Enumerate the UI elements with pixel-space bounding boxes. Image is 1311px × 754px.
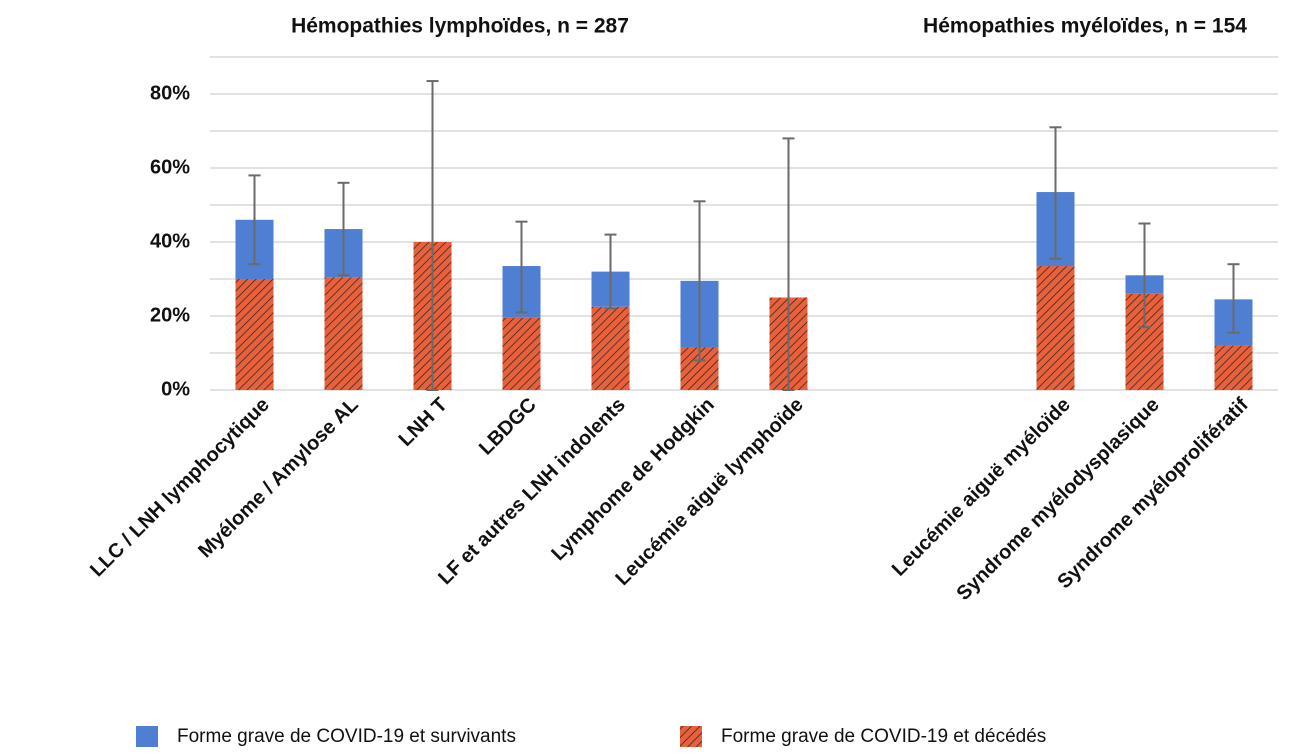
error-bar [1227,263,1240,334]
x-tick-label: Syndrome myéloprolifératif [1053,393,1253,593]
error-bar [515,220,528,314]
x-tick-label: Lymphome de Hodgkin [547,394,718,565]
y-tick-label: 60% [150,156,190,178]
bar-segment [1036,266,1075,390]
bar-segment [1214,345,1253,390]
error-bar [337,181,350,277]
y-tick-label: 0% [161,378,190,400]
x-tick-label: Leucémie aiguë lymphoïde [611,394,807,590]
group-title: Hémopathies myéloïdes, n = 154 [923,15,1247,38]
legend-label: Forme grave de COVID-19 et survivants [177,726,516,747]
legend-label: Forme grave de COVID-19 et décédés [721,726,1046,747]
legend-swatch [136,726,158,747]
error-bar [1049,126,1062,260]
bar-segment [591,306,630,390]
error-bar [782,137,795,391]
x-tick-label: LNH T [395,394,452,451]
bar-segment [235,279,274,390]
error-bar [426,80,439,391]
bar-segment [324,277,363,390]
error-bar [248,174,261,266]
group-title: Hémopathies lymphoïdes, n = 287 [291,15,629,38]
x-tick-label: Leucémie aiguë myéloïde [888,394,1075,581]
bar-segment [502,317,541,390]
legend-swatch [680,726,702,747]
x-tick-label: LF et autres LNH indolents [434,394,629,589]
y-tick-label: 80% [150,82,190,104]
y-tick-label: 20% [150,304,190,326]
error-bar [1138,222,1151,329]
error-bar [604,233,617,310]
x-tick-label: LLC / LNH lymphocytique [86,394,274,582]
x-tick-label: LBDGC [475,394,541,460]
y-tick-label: 40% [150,230,190,252]
x-tick-label: Myélome / Amylose AL [194,394,363,563]
error-bar [693,200,706,362]
